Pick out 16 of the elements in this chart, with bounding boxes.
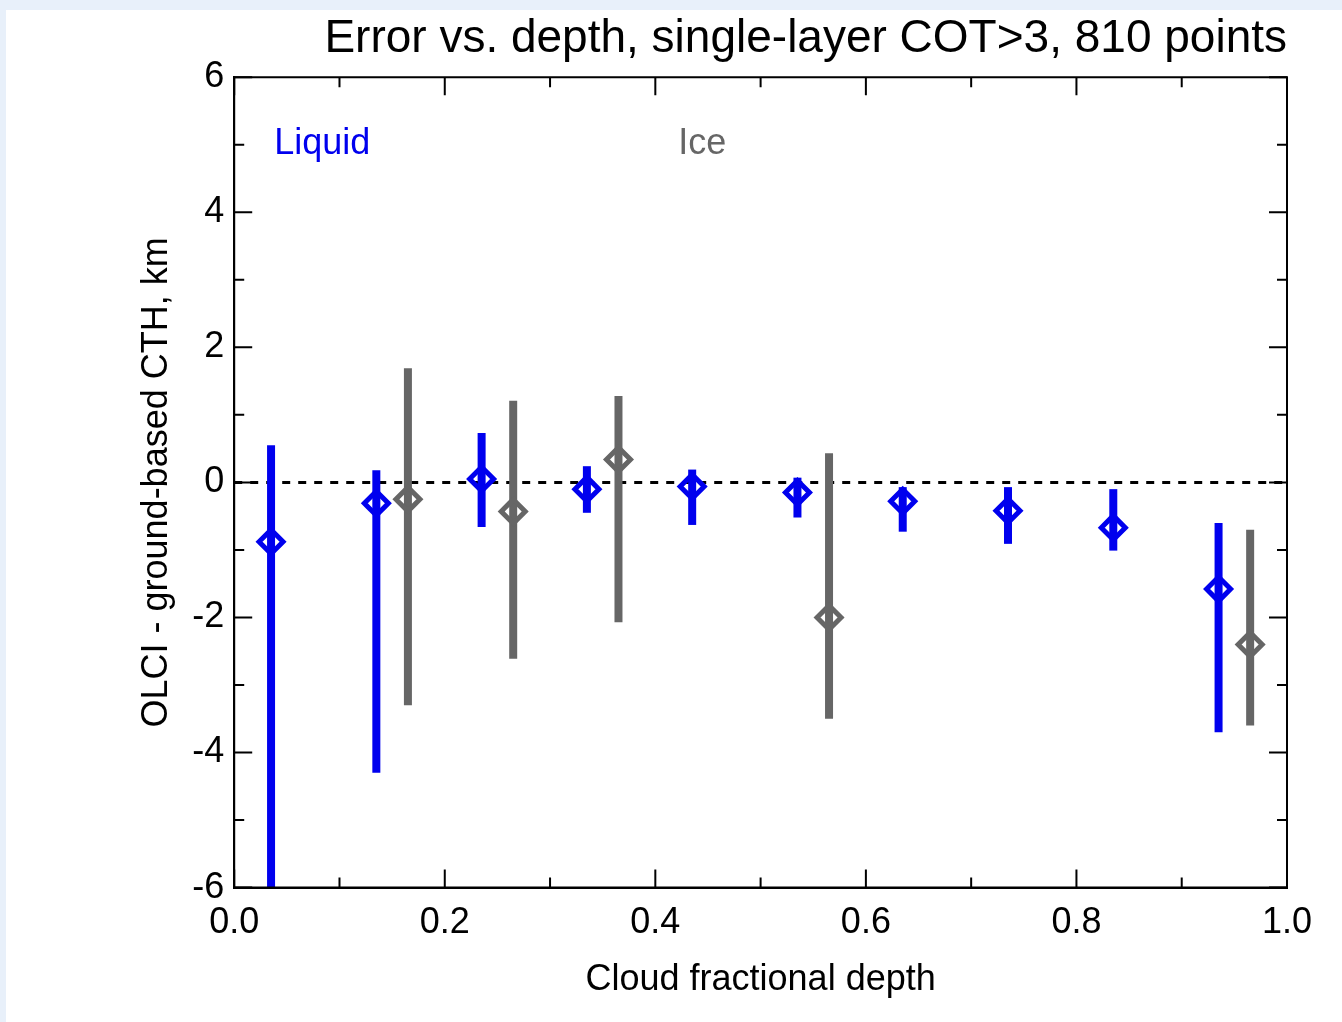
y-tick-label: 0 <box>204 459 225 501</box>
y-tick-label: 4 <box>204 189 225 231</box>
y-tick-label: -4 <box>192 729 225 771</box>
x-axis-title: Cloud fractional depth <box>585 957 936 999</box>
text: Liquid <box>274 121 371 163</box>
chart-title: Error vs. depth, single-layer COT>3, 810 points <box>324 10 1287 63</box>
x-tick-label: 1.0 <box>1261 900 1313 942</box>
x-tick-label: 0.4 <box>630 900 681 942</box>
y-tick-label: -2 <box>192 594 225 636</box>
text: Ice <box>678 121 727 163</box>
y-axis-title: OLCI - ground-based CTH, km <box>133 237 175 728</box>
y-tick-label: 6 <box>204 54 225 96</box>
y-tick-label: 2 <box>204 324 225 366</box>
x-tick-label: 0.2 <box>419 900 470 942</box>
x-tick-label: 0.6 <box>840 900 891 942</box>
x-tick-label: 0.8 <box>1051 900 1102 942</box>
